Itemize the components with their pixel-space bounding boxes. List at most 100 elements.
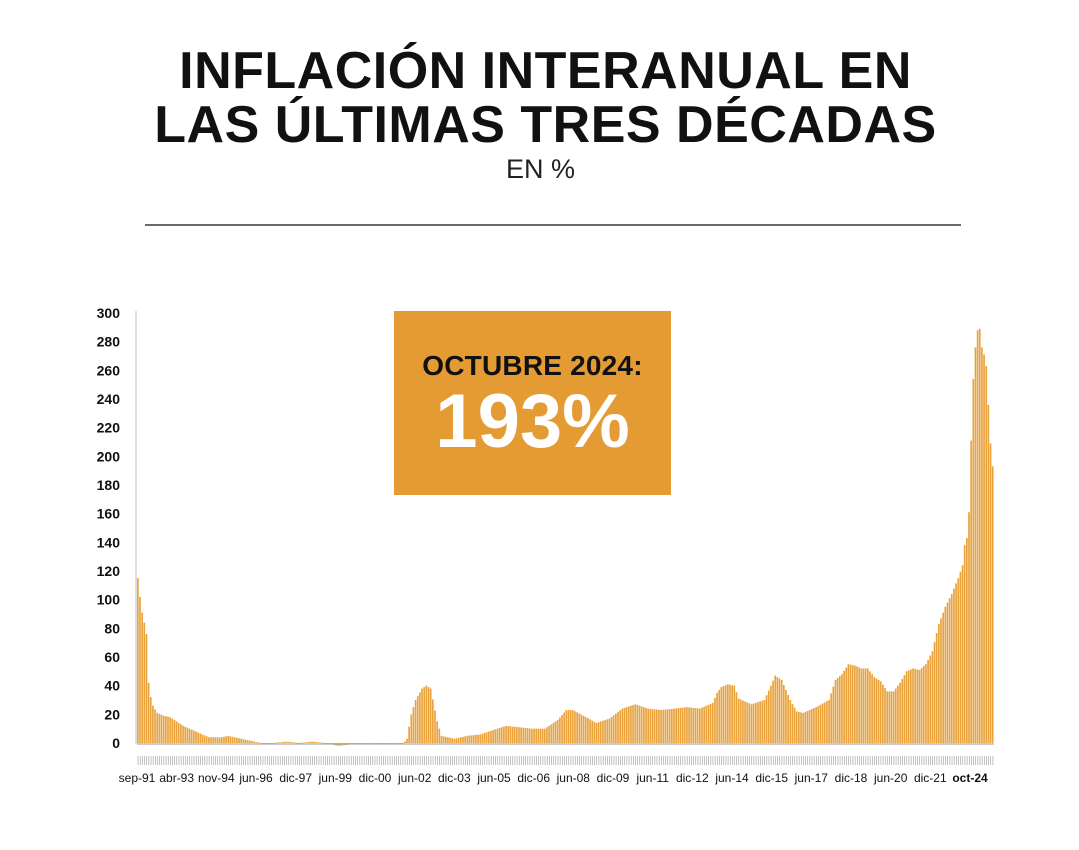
bar [268,743,271,744]
bar [283,741,286,743]
bar [449,737,451,743]
bar [427,687,430,743]
bar [720,687,723,743]
bar [668,709,671,743]
bar [199,733,202,743]
bar [679,707,682,743]
bar [212,737,215,743]
y-tick-label: 80 [104,620,120,636]
bar [436,721,438,743]
bar [578,713,581,743]
bar [983,354,985,743]
bar [554,721,557,743]
bar [227,735,230,743]
bar [453,738,456,743]
bar [320,742,322,744]
bar [279,742,281,743]
bar [621,708,624,743]
bar [731,685,733,743]
bar [778,678,781,743]
bar [220,737,223,743]
bar [496,728,499,743]
bar [591,720,594,743]
bar [537,728,540,743]
bar [582,715,585,743]
bar [737,698,740,743]
bar [408,726,410,743]
bar [160,714,163,743]
x-tick-label: dic-09 [597,771,630,785]
bar [606,719,609,743]
bar [457,737,460,743]
bar [559,717,561,743]
x-tick-label: jun-17 [794,771,829,785]
x-tick-label: jun-96 [238,771,273,785]
bar [632,705,634,743]
x-tick-label: jun-11 [635,771,669,785]
bar [946,602,949,743]
bar [989,443,992,743]
bar [944,606,947,743]
bar [834,679,837,743]
bar [901,678,904,743]
bar [432,699,434,743]
bar [190,729,193,743]
bar [841,674,843,743]
bar [920,667,923,743]
bar [416,696,419,743]
bar [552,722,555,743]
bar [903,675,906,743]
bar [326,743,329,744]
bar [772,680,774,743]
bar [981,347,983,743]
bar [255,742,258,743]
bar [806,710,809,743]
x-tick-label: dic-15 [755,771,788,785]
bar [817,705,820,743]
x-tick-label: dic-03 [438,771,471,785]
bar [576,712,578,743]
y-tick-label: 300 [97,305,121,321]
bar [137,578,139,743]
bar [147,682,150,743]
y-tick-label: 260 [97,362,121,378]
bar [266,743,268,744]
bar [832,686,835,743]
bar [589,719,591,743]
bar [888,691,891,743]
bar [636,705,639,743]
bar [294,742,296,744]
bar [976,330,979,743]
bar [673,708,675,743]
bar [483,732,486,743]
bar [479,734,482,743]
bar [584,716,587,743]
bar [690,707,693,743]
bar [490,730,492,743]
bar [528,728,531,743]
bar [404,741,406,743]
bar [587,718,589,743]
bar [201,734,204,743]
bar [511,726,514,743]
bar [522,727,525,743]
bar [813,708,815,743]
bar [309,741,311,743]
bar [158,713,161,743]
bar [223,736,225,743]
bar [169,717,171,743]
bar [218,737,221,743]
bar [627,706,630,743]
bar [987,404,990,743]
bar [167,716,169,743]
bar [615,713,617,743]
bar [533,728,535,743]
bar [774,675,777,743]
bar [957,578,960,743]
bar [509,726,512,743]
bar [671,708,673,743]
bar [735,692,738,743]
bar [948,598,951,743]
bar [873,677,876,743]
